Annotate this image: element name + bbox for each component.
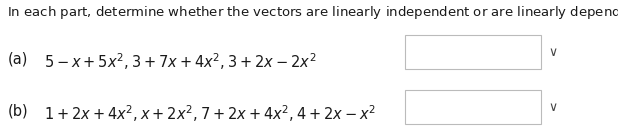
Text: In each part, determine whether the vectors are linearly independent or are line: In each part, determine whether the vect…	[7, 4, 618, 21]
Text: $1+2x+4x^2, x+2x^2, 7+2x+4x^2, 4+2x-x^2$: $1+2x+4x^2, x+2x^2, 7+2x+4x^2, 4+2x-x^2$	[44, 103, 377, 124]
FancyBboxPatch shape	[405, 90, 541, 124]
FancyBboxPatch shape	[405, 35, 541, 69]
Text: (a): (a)	[7, 52, 28, 67]
Text: ∨: ∨	[548, 101, 557, 114]
Text: ∨: ∨	[548, 46, 557, 59]
Text: (b): (b)	[7, 103, 28, 118]
Text: $5-x+5x^2, 3+7x+4x^2, 3+2x-2x^2$: $5-x+5x^2, 3+7x+4x^2, 3+2x-2x^2$	[44, 52, 317, 72]
